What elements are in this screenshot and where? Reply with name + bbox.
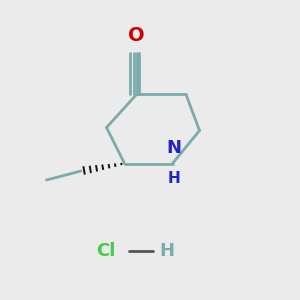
- Text: Cl: Cl: [96, 242, 116, 260]
- Text: H: H: [159, 242, 174, 260]
- Text: H: H: [168, 171, 180, 186]
- Text: O: O: [128, 26, 145, 45]
- Text: N: N: [167, 139, 182, 157]
